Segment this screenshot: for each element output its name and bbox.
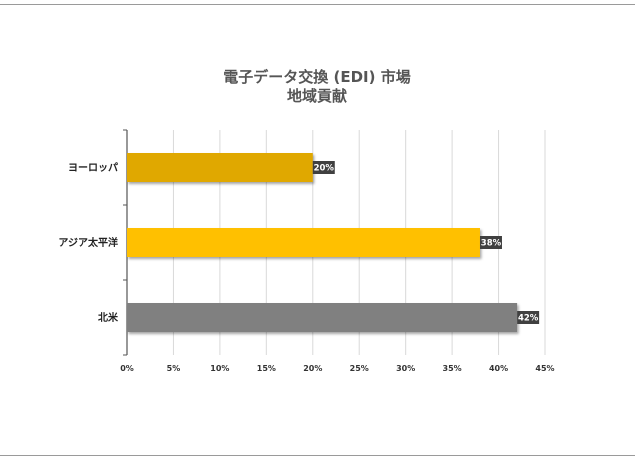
bars <box>127 153 518 332</box>
labels: 0% 5% 10% 15% 20% 25% 30% 35% 40% 45% ヨーロッパ 20% アジア太… <box>58 161 555 373</box>
bottom-divider <box>0 455 635 456</box>
chart-title-line-1: 電子データ交換 (EDI) 市場 <box>223 68 410 86</box>
chart-title-line-2: 地域貢献 <box>287 87 347 105</box>
data-label: 42% <box>518 314 539 324</box>
x-tick-label: 10% <box>210 364 229 373</box>
category-label: ヨーロッパ <box>68 162 118 174</box>
data-label: 20% <box>314 164 335 174</box>
x-tick-label: 25% <box>350 364 369 373</box>
bar <box>127 228 480 257</box>
x-tick-label: 45% <box>535 364 554 373</box>
category-label: 北米 <box>98 311 119 324</box>
x-tick-label: 0% <box>120 364 134 373</box>
x-tick-label: 35% <box>443 364 462 373</box>
data-label-box <box>312 161 335 174</box>
x-tick-label: 30% <box>396 364 415 373</box>
bar <box>127 153 313 182</box>
data-label-box <box>517 311 540 324</box>
top-divider <box>0 4 635 5</box>
bar <box>127 303 518 332</box>
x-tick-label: 40% <box>489 364 508 373</box>
x-tick-label: 20% <box>303 364 322 373</box>
x-tick-label: 15% <box>257 364 276 373</box>
axes <box>123 129 128 356</box>
category-label: アジア太平洋 <box>58 236 118 249</box>
data-label: 38% <box>481 239 502 249</box>
data-label-box <box>479 236 502 249</box>
x-tick-label: 5% <box>167 364 181 373</box>
